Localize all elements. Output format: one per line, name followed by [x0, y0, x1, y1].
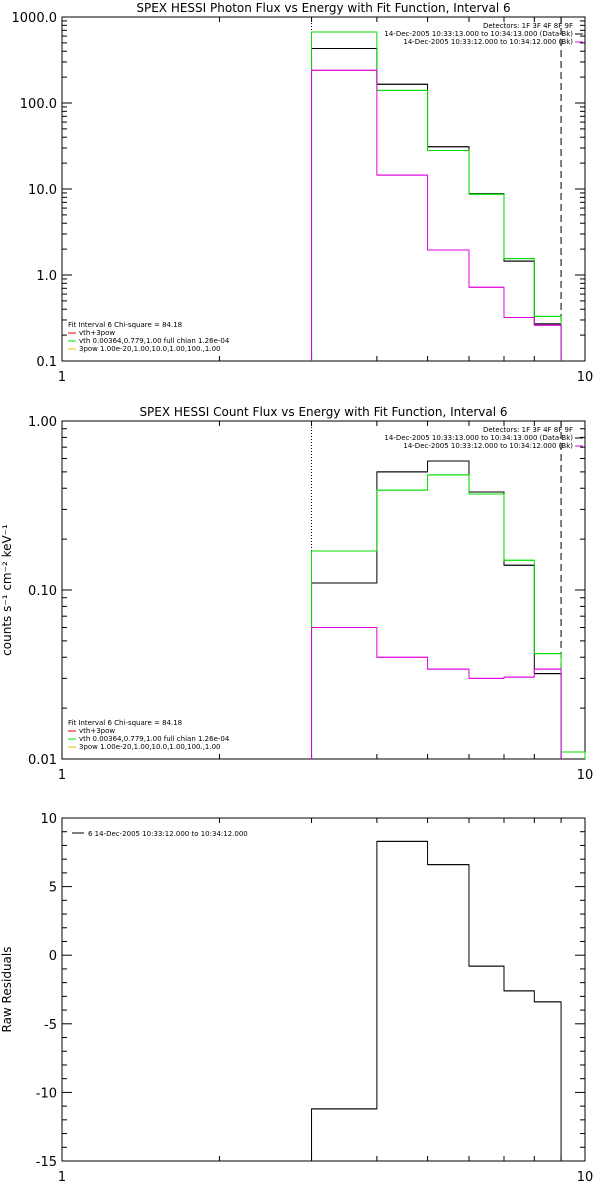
- y-tick-label: 5: [49, 881, 57, 896]
- histogram-outline: [311, 474, 586, 759]
- y-axis-label: counts s⁻¹ cm⁻² keV⁻¹: [0, 524, 14, 656]
- y-tick-label: 1.0: [36, 269, 57, 284]
- y-tick-label: 0.10: [28, 584, 57, 599]
- legend-top-left: 6 14-Dec-2005 10:33:12.000 to 10:34:12.0…: [72, 830, 248, 838]
- legend-detectors: Detectors: 1F 3F 4F 8F 9F: [483, 22, 573, 30]
- histogram-outline: [311, 626, 562, 759]
- chart-title: SPEX HESSI Photon Flux vs Energy with Fi…: [136, 1, 510, 15]
- legend-entry-label: vth+3pow: [79, 329, 115, 337]
- y-tick-label: 1.00: [28, 415, 57, 430]
- legend-entry-label: vth+3pow: [79, 727, 115, 735]
- y-tick-label: 1000.0: [12, 11, 58, 26]
- y-tick-label: 10: [40, 812, 57, 827]
- series-2: [311, 474, 586, 759]
- plot-frame: [61, 817, 586, 1162]
- chart-panel-2: SPEX HESSI Count Flux vs Energy with Fit…: [0, 405, 593, 783]
- y-tick-label: -15: [36, 1155, 57, 1170]
- legend-entry-label: 3pow 1.00e-20,1.00,10.0,1.00,100.,1.00: [79, 345, 221, 353]
- legend-fit-header: Fit Interval 6 Chi-square = 84.18: [68, 719, 182, 727]
- legend-bottom-left: Fit Interval 6 Chi-square = 84.18vth+3po…: [68, 719, 230, 751]
- chart-title: SPEX HESSI Count Flux vs Energy with Fit…: [139, 405, 507, 419]
- legend-entry-label: 14-Dec-2005 10:33:12.000 to 10:34:12.000…: [403, 38, 573, 46]
- x-tick-label: 10: [577, 768, 594, 783]
- y-tick-label: -10: [36, 1086, 57, 1101]
- y-tick-label: -5: [44, 1018, 57, 1033]
- x-tick-label: 1: [58, 370, 66, 385]
- legend-entry-label: 3pow 1.00e-20,1.00,10.0,1.00,100.,1.00: [79, 743, 221, 751]
- x-tick-label: 10: [577, 1170, 594, 1185]
- y-tick-label: 0: [49, 949, 57, 964]
- series-2: [311, 31, 562, 361]
- plot-frame: [61, 16, 586, 362]
- chart-panel-1: SPEX HESSI Photon Flux vs Energy with Fi…: [12, 1, 594, 385]
- x-tick-label: 10: [577, 370, 594, 385]
- legend-entry-label: 14-Dec-2005 10:33:13.000 to 10:34:13.000…: [384, 30, 573, 38]
- histogram-outline: [311, 31, 562, 361]
- legend-bottom-left: Fit Interval 6 Chi-square = 84.18vth+3po…: [68, 321, 230, 353]
- legend-entry-label: 6 14-Dec-2005 10:33:12.000 to 10:34:12.0…: [88, 830, 248, 838]
- histogram-outline: [311, 460, 562, 759]
- legend-entry-label: vth 0.00364,0.779,1.00 full chian 1.26e-…: [79, 337, 230, 345]
- x-tick-label: 1: [58, 1170, 66, 1185]
- plot-frame: [61, 420, 586, 760]
- y-tick-label: 0.01: [28, 753, 57, 768]
- series-3: [311, 69, 562, 361]
- y-axis-label: Raw Residuals: [0, 947, 14, 1033]
- series-1: [311, 460, 562, 759]
- series-1: [311, 840, 562, 1161]
- legend-entry-label: 14-Dec-2005 10:33:12.000 to 10:34:12.000…: [403, 442, 573, 450]
- legend-entry-label: vth 0.00364,0.779,1.00 full chian 1.26e-…: [79, 735, 230, 743]
- y-tick-label: 10.0: [28, 183, 57, 198]
- histogram-outline: [311, 840, 562, 1161]
- legend-entry-label: 14-Dec-2005 10:33:13.000 to 10:34:13.000…: [384, 434, 573, 442]
- x-tick-label: 1: [58, 768, 66, 783]
- histogram-outline: [311, 69, 562, 361]
- y-tick-label: 100.0: [20, 97, 57, 112]
- chart-panel-3: Raw Residuals -15 -10 -5 0 5 10 1 10 6 14-Dec-200…: [0, 812, 593, 1185]
- histogram-outline: [311, 48, 562, 361]
- series-3: [311, 626, 562, 759]
- legend-detectors: Detectors: 1F 3F 4F 8F 9F: [483, 426, 573, 434]
- series-1: [311, 48, 562, 361]
- y-tick-label: 0.1: [36, 355, 57, 370]
- legend-fit-header: Fit Interval 6 Chi-square = 84.18: [68, 321, 182, 329]
